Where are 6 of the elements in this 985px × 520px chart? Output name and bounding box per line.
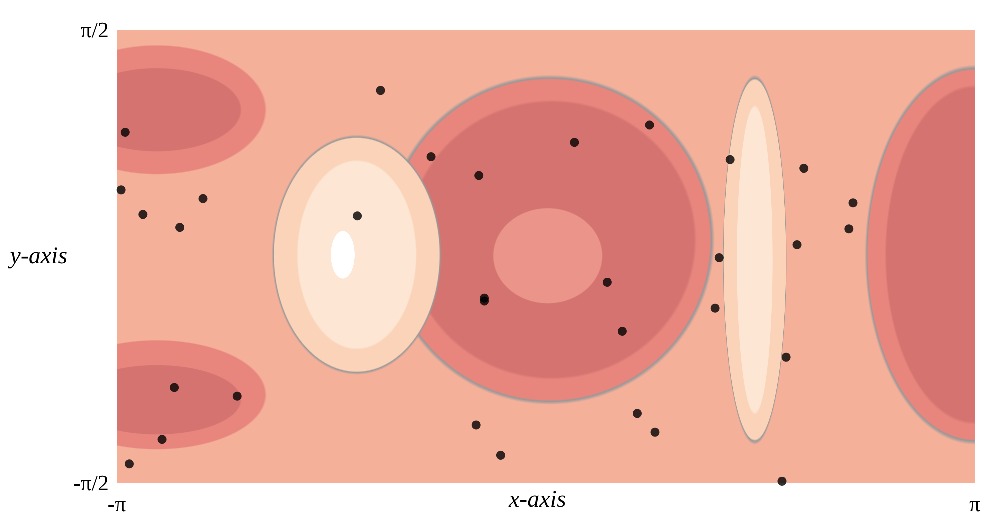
x-tick-label: -π — [108, 492, 126, 516]
y-tick-label: π/2 — [80, 18, 109, 42]
y-axis-title: y-axis — [8, 244, 68, 270]
y-tick-label: -π/2 — [73, 470, 109, 496]
x-axis-title: x-axis — [508, 487, 566, 513]
x-tick-label: π — [969, 492, 981, 516]
